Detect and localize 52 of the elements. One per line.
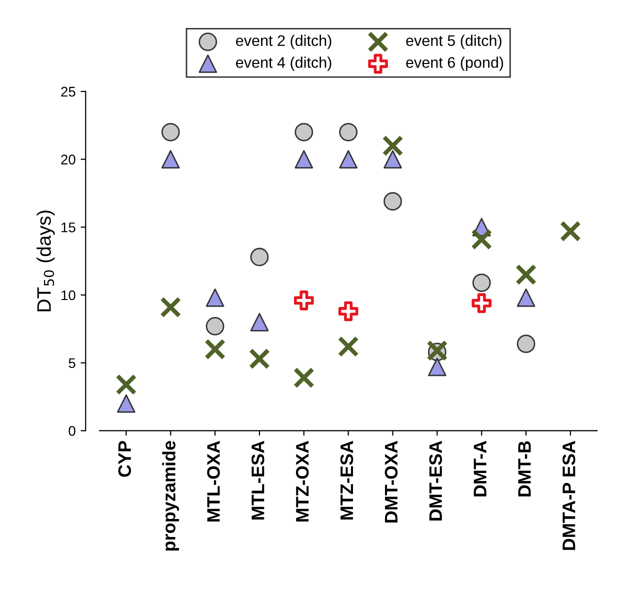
point	[338, 336, 359, 358]
point	[250, 248, 269, 266]
x-tick-label: DMT-B	[518, 441, 531, 496]
x-tick-label: CYP	[118, 441, 132, 477]
x-tick-label: propyzamide	[162, 441, 180, 551]
point	[161, 150, 180, 168]
x-tick-label: MTL-ESA	[252, 440, 264, 520]
x-tick-label: DMT-A	[474, 440, 486, 496]
point	[294, 290, 314, 310]
point	[339, 150, 358, 168]
x-tick-label: DMT-ESA	[429, 440, 442, 520]
point	[472, 274, 491, 292]
point	[206, 317, 224, 336]
y-tick-label: 25	[61, 86, 76, 97]
y-tick-label: 20	[61, 154, 76, 164]
point	[250, 312, 269, 332]
point	[384, 192, 402, 211]
x-tick-label: MTL-OXA	[207, 440, 220, 522]
x-tick-label: DMTA-P ESA	[562, 440, 576, 550]
y-tick-label: 0	[68, 426, 76, 436]
point	[516, 334, 536, 354]
point	[471, 228, 492, 250]
x-tick-label: MTZ-ESA	[340, 440, 354, 520]
point	[294, 122, 314, 142]
point	[293, 367, 314, 388]
legend-label: event 2 (ditch)	[236, 34, 332, 50]
point	[516, 288, 536, 307]
point	[116, 394, 136, 413]
point	[160, 296, 182, 318]
y-axis-title: DT$_{50}$ (days)	[36, 210, 55, 312]
legend-label: event 5 (ditch)	[406, 34, 502, 50]
point	[204, 338, 226, 360]
point	[515, 264, 537, 286]
legend-label: event 4 (ditch)	[236, 56, 332, 71]
point	[382, 135, 404, 156]
y-tick-label: 15	[62, 222, 76, 232]
legend-label: event 6 (pond)	[406, 56, 504, 71]
point	[248, 348, 270, 370]
point	[472, 293, 492, 314]
x-tick-label: MTZ-OXA	[296, 440, 309, 522]
point	[384, 150, 402, 168]
point	[294, 150, 314, 168]
x-tick-label: DMT-OXA	[384, 440, 398, 522]
point	[560, 220, 582, 242]
y-tick-label: 10	[62, 290, 76, 300]
point	[161, 122, 180, 142]
point	[428, 358, 446, 376]
point	[339, 122, 358, 142]
point	[206, 288, 224, 307]
point	[338, 301, 358, 322]
point	[116, 374, 137, 396]
y-tick-label: 5	[68, 358, 76, 368]
